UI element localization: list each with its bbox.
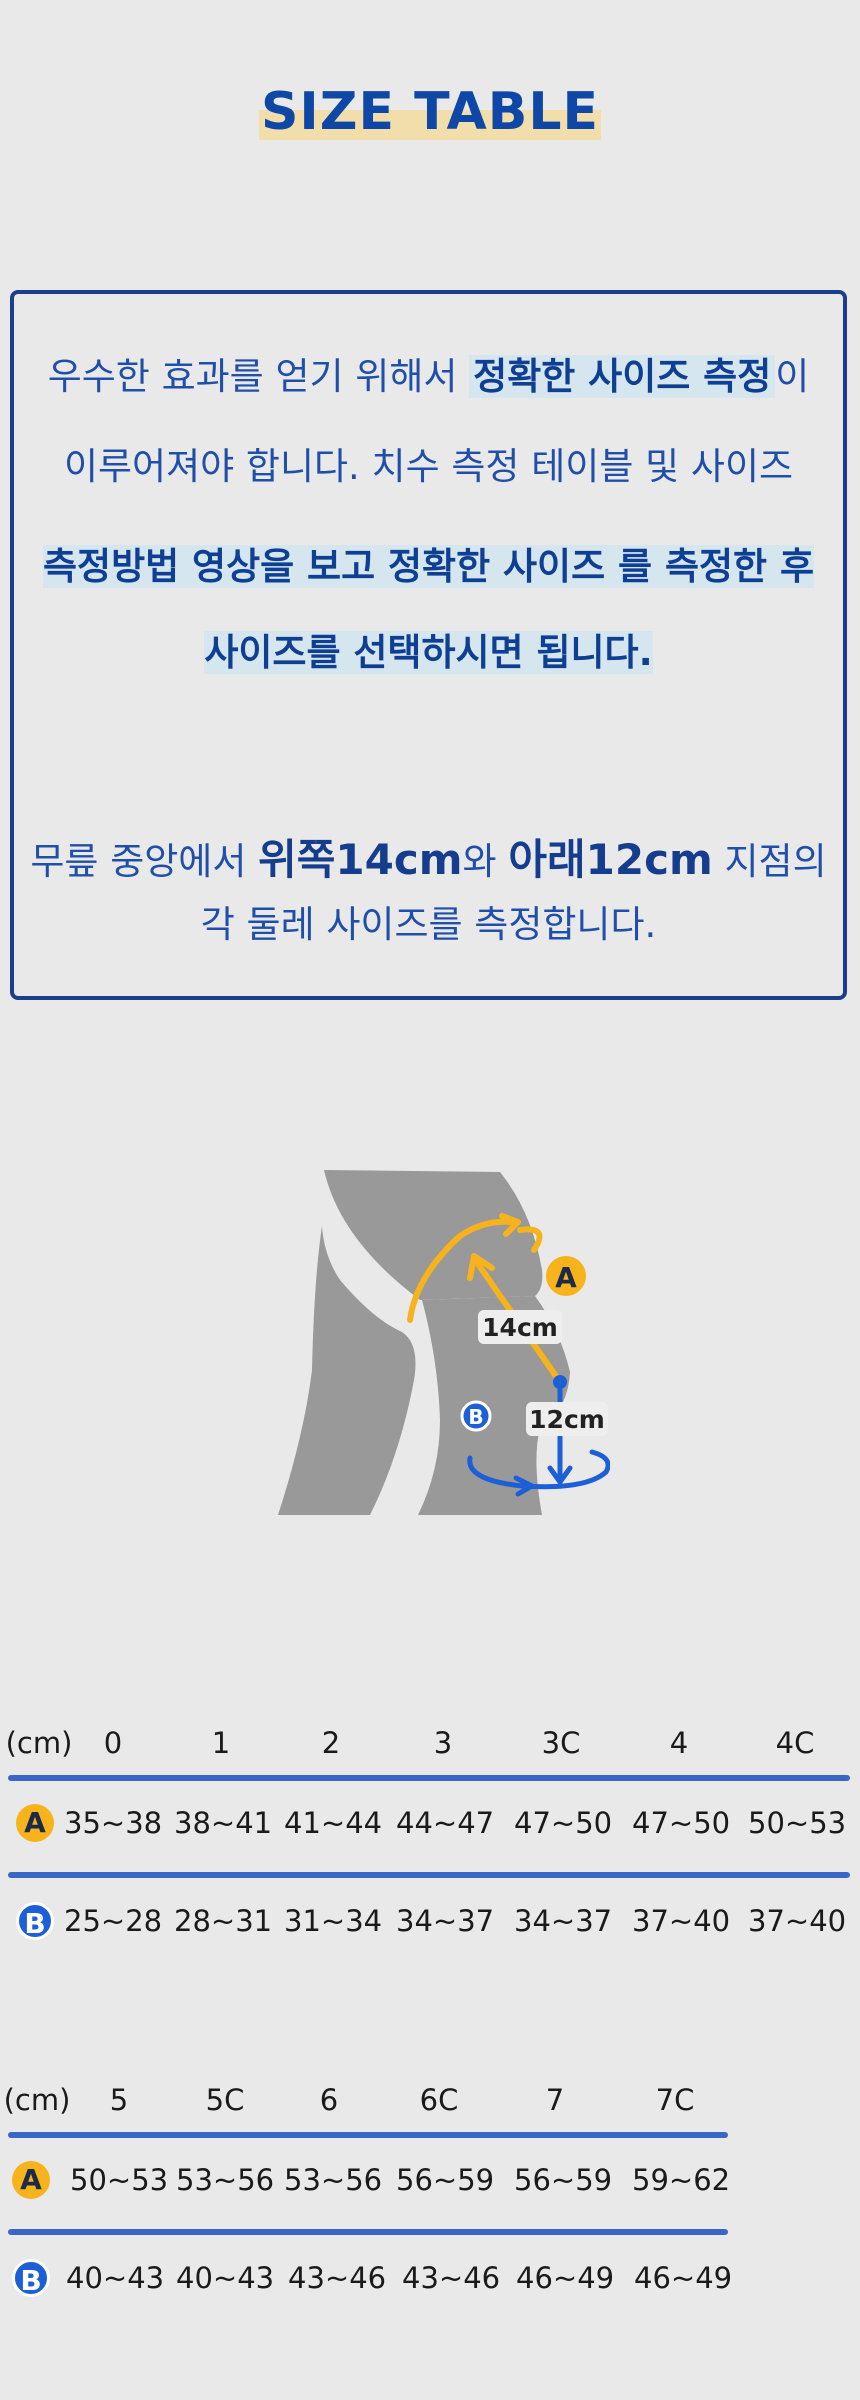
unit-label: (cm) <box>5 1726 73 1760</box>
table-cell: 40~43 <box>66 2261 165 2295</box>
intro-line-5: 무릎 중앙에서 위쪽14cm와 아래12cm 지점의 <box>14 826 843 887</box>
table-cell: 46~49 <box>516 2261 615 2295</box>
lower-circumference-arc <box>467 1449 610 1490</box>
lower-label-bg <box>526 1402 608 1436</box>
intro-line-2: 이루어져야 합니다. 치수 측정 테이블 및 사이즈 <box>63 445 794 488</box>
size-header: 0 <box>103 1726 123 1760</box>
table-cell: 43~46 <box>402 2261 501 2295</box>
table-cell: 46~49 <box>634 2261 733 2295</box>
table-cell: 56~59 <box>514 2163 613 2197</box>
size-header: 2 <box>321 1726 341 1760</box>
intro-highlight: 사이즈를 선택하시면 됩니다. <box>204 631 653 674</box>
table-cell: 47~50 <box>632 1806 731 1840</box>
badge-a-icon <box>546 1256 586 1296</box>
intro-text: 무릎 중앙에서 <box>30 840 259 883</box>
badge-a-text: A <box>555 1261 577 1294</box>
table-cell: 53~56 <box>284 2163 383 2197</box>
intro-box: 우수한 효과를 얻기 위해서 정확한 사이즈 측정 이 이루어져야 합니다. 치수… <box>10 290 847 1000</box>
intro-text: 이 <box>775 355 810 398</box>
badge-b-icon: B <box>12 2259 50 2297</box>
intro-line-4: 사이즈를 선택하시면 됩니다. <box>14 622 843 676</box>
badge-b-icon <box>460 1400 492 1432</box>
table-cell: 28~31 <box>174 1904 273 1938</box>
size-header: 5 <box>109 2083 129 2117</box>
intro-bold: 아래12cm <box>508 835 713 884</box>
size-header: 4C <box>775 1726 815 1760</box>
table-cell: 44~47 <box>396 1806 495 1840</box>
table-cell: 56~59 <box>396 2163 495 2197</box>
intro-line-1: 우수한 효과를 얻기 위해서 정확한 사이즈 측정 이 <box>14 346 843 400</box>
intro-text: 우수한 효과를 얻기 위해서 <box>47 355 470 398</box>
intro-highlight: 측정방법 영상을 보고 정확한 사이즈 를 측정한 후 <box>43 545 814 588</box>
table-cell: 47~50 <box>514 1806 613 1840</box>
table-cell: 40~43 <box>176 2261 275 2295</box>
intro-highlight: 정확한 사이즈 측정 <box>469 355 776 398</box>
unit-label: (cm) <box>3 2083 71 2117</box>
table-cell: 43~46 <box>288 2261 387 2295</box>
upper-distance-label: 14cm <box>482 1313 558 1342</box>
table-cell: 50~53 <box>70 2163 169 2197</box>
size-header: 6C <box>419 2083 459 2117</box>
table-cell: 37~40 <box>748 1904 847 1938</box>
upper-circumference-arc <box>407 1218 513 1323</box>
table-cell: 53~56 <box>176 2163 275 2197</box>
size-header: 4 <box>669 1726 689 1760</box>
upper-arrowhead <box>499 1213 521 1237</box>
size-header: 6 <box>319 2083 339 2117</box>
thigh-shape <box>324 1170 543 1300</box>
knee-diagram: 14cm 12cm A B <box>278 1170 610 1515</box>
divider <box>8 1872 850 1878</box>
divider <box>8 2229 728 2235</box>
upper-circumference-tail <box>517 1226 543 1253</box>
table-cell: 35~38 <box>64 1806 163 1840</box>
badge-b-text: B <box>468 1405 483 1429</box>
upper-label-bg <box>478 1310 562 1344</box>
table-cell: 34~37 <box>396 1904 495 1938</box>
table-cell: 25~28 <box>64 1904 163 1938</box>
intro-text: 와 <box>462 840 509 883</box>
table-cell: 37~40 <box>632 1904 731 1938</box>
table-cell: 34~37 <box>514 1904 613 1938</box>
table-cell: 31~34 <box>284 1904 383 1938</box>
divider <box>8 2132 728 2138</box>
badge-b-icon: B <box>16 1902 54 1940</box>
leg-back-shape <box>278 1226 416 1515</box>
size-header: 3 <box>433 1726 453 1760</box>
size-header: 7C <box>655 2083 695 2117</box>
badge-a-icon: A <box>16 1804 54 1842</box>
intro-line-6: 각 둘레 사이즈를 측정합니다. <box>200 903 657 946</box>
table-cell: 59~62 <box>632 2163 731 2197</box>
intro-bold: 위쪽14cm <box>258 835 463 884</box>
upper-measure-arrow <box>467 1253 495 1281</box>
leg-front-shape <box>418 1296 570 1515</box>
table-cell: 50~53 <box>748 1806 847 1840</box>
table-cell: 41~44 <box>284 1806 383 1840</box>
intro-text: 지점의 <box>712 840 827 883</box>
lower-circumference-arrow <box>513 1475 535 1497</box>
lower-distance-label: 12cm <box>529 1405 605 1434</box>
size-header: 5C <box>205 2083 245 2117</box>
lower-measure-arrow <box>547 1465 573 1485</box>
size-header: 1 <box>211 1726 231 1760</box>
page-title: SIZE TABLE <box>258 82 602 142</box>
size-header: 3C <box>541 1726 581 1760</box>
size-header: 7 <box>545 2083 565 2117</box>
table-cell: 38~41 <box>174 1806 273 1840</box>
intro-line-3: 측정방법 영상을 보고 정확한 사이즈 를 측정한 후 <box>14 536 843 590</box>
divider <box>8 1775 850 1781</box>
badge-a-icon: A <box>12 2161 50 2199</box>
title-area: SIZE TABLE <box>0 82 860 142</box>
